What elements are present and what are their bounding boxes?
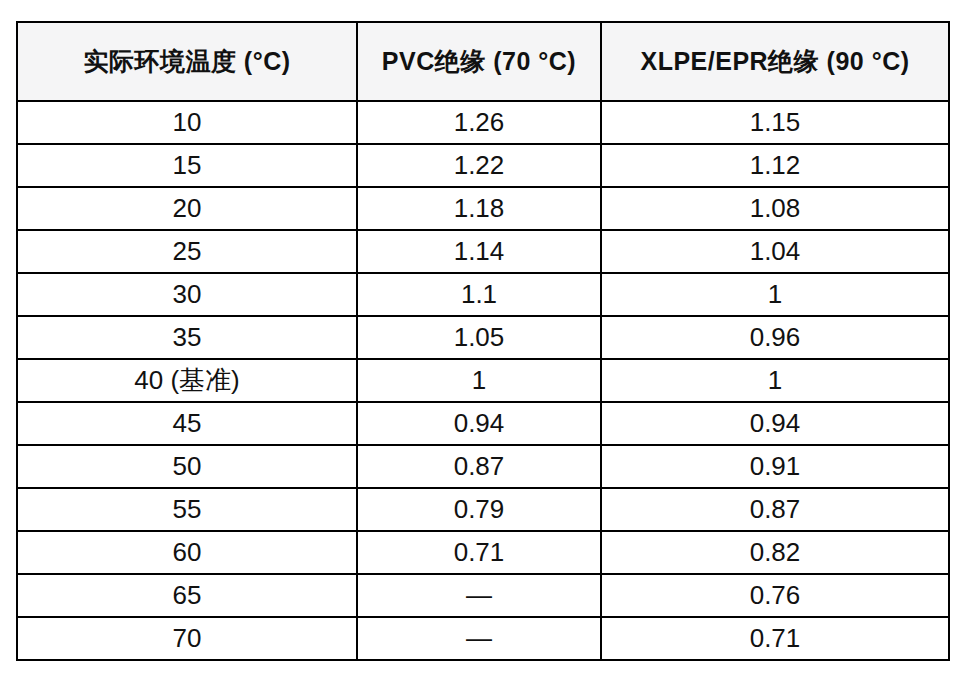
table-row: 40 (基准)11 <box>17 359 949 402</box>
cell-pvc-factor: 0.71 <box>357 531 601 574</box>
cell-temperature: 45 <box>17 402 357 445</box>
cell-xlpe-epr-factor: 0.71 <box>601 617 949 660</box>
cell-xlpe-epr-factor: 0.87 <box>601 488 949 531</box>
cell-xlpe-epr-factor: 1.15 <box>601 101 949 144</box>
cell-xlpe-epr-factor: 1 <box>601 273 949 316</box>
cell-temperature: 10 <box>17 101 357 144</box>
cell-temperature: 40 (基准) <box>17 359 357 402</box>
column-header-pvc-insulation: PVC绝缘 (70 °C) <box>357 22 601 101</box>
cell-pvc-factor: 1 <box>357 359 601 402</box>
table-row: 600.710.82 <box>17 531 949 574</box>
cell-temperature: 35 <box>17 316 357 359</box>
cell-xlpe-epr-factor: 0.96 <box>601 316 949 359</box>
table-row: 500.870.91 <box>17 445 949 488</box>
cell-temperature: 70 <box>17 617 357 660</box>
cell-xlpe-epr-factor: 1.04 <box>601 230 949 273</box>
table-row: 201.181.08 <box>17 187 949 230</box>
cell-pvc-factor: 1.22 <box>357 144 601 187</box>
cell-temperature: 25 <box>17 230 357 273</box>
table-header: 实际环境温度 (°C) PVC绝缘 (70 °C) XLPE/EPR绝缘 (90… <box>17 22 949 101</box>
cell-temperature: 30 <box>17 273 357 316</box>
cell-xlpe-epr-factor: 1.12 <box>601 144 949 187</box>
cell-xlpe-epr-factor: 0.91 <box>601 445 949 488</box>
cell-pvc-factor: 1.05 <box>357 316 601 359</box>
table-row: 251.141.04 <box>17 230 949 273</box>
cell-xlpe-epr-factor: 0.76 <box>601 574 949 617</box>
cell-pvc-factor: 0.87 <box>357 445 601 488</box>
cell-pvc-factor: — <box>357 617 601 660</box>
temperature-correction-table: 实际环境温度 (°C) PVC绝缘 (70 °C) XLPE/EPR绝缘 (90… <box>16 21 950 661</box>
column-header-xlpe-epr-insulation: XLPE/EPR绝缘 (90 °C) <box>601 22 949 101</box>
cell-pvc-factor: 1.1 <box>357 273 601 316</box>
table-row: 550.790.87 <box>17 488 949 531</box>
table-row: 450.940.94 <box>17 402 949 445</box>
table-row: 70—0.71 <box>17 617 949 660</box>
header-row: 实际环境温度 (°C) PVC绝缘 (70 °C) XLPE/EPR绝缘 (90… <box>17 22 949 101</box>
cell-temperature: 15 <box>17 144 357 187</box>
column-header-ambient-temperature: 实际环境温度 (°C) <box>17 22 357 101</box>
cell-pvc-factor: 0.94 <box>357 402 601 445</box>
cell-xlpe-epr-factor: 0.82 <box>601 531 949 574</box>
table-row: 151.221.12 <box>17 144 949 187</box>
cell-temperature: 50 <box>17 445 357 488</box>
cell-temperature: 55 <box>17 488 357 531</box>
cell-xlpe-epr-factor: 1 <box>601 359 949 402</box>
table-row: 65—0.76 <box>17 574 949 617</box>
cell-pvc-factor: 0.79 <box>357 488 601 531</box>
cell-temperature: 65 <box>17 574 357 617</box>
cell-pvc-factor: 1.18 <box>357 187 601 230</box>
cell-pvc-factor: 1.26 <box>357 101 601 144</box>
cell-temperature: 60 <box>17 531 357 574</box>
table-body: 101.261.15151.221.12201.181.08251.141.04… <box>17 101 949 660</box>
table-row: 301.11 <box>17 273 949 316</box>
table-row: 351.050.96 <box>17 316 949 359</box>
cell-pvc-factor: 1.14 <box>357 230 601 273</box>
cell-temperature: 20 <box>17 187 357 230</box>
cell-pvc-factor: — <box>357 574 601 617</box>
cell-xlpe-epr-factor: 1.08 <box>601 187 949 230</box>
cell-xlpe-epr-factor: 0.94 <box>601 402 949 445</box>
table-row: 101.261.15 <box>17 101 949 144</box>
page: 实际环境温度 (°C) PVC绝缘 (70 °C) XLPE/EPR绝缘 (90… <box>0 0 962 692</box>
